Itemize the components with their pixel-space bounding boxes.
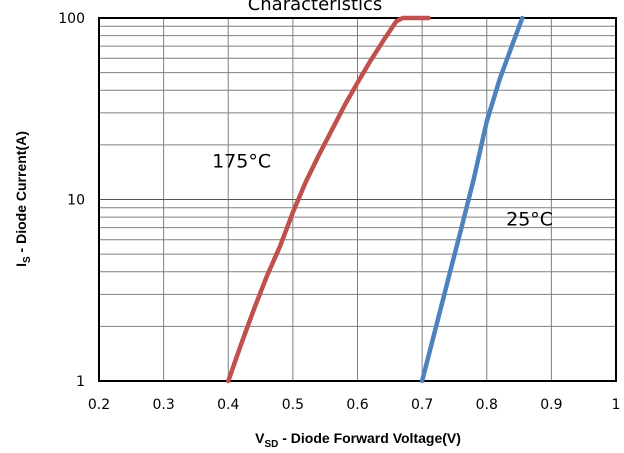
x-tick-label-0: 0.2 (88, 397, 110, 413)
y-tick-label-2: 100 (58, 11, 85, 27)
plot-border (98, 17, 617, 382)
chart-title: Characteristics (248, 0, 383, 15)
x-tick-label-8: 1 (612, 397, 621, 413)
grid (98, 17, 617, 382)
x-tick-label-2: 0.4 (217, 397, 239, 413)
x-tick-label-5: 0.7 (411, 397, 433, 413)
x-tick-label-4: 0.6 (346, 397, 368, 413)
x-tick-label-7: 0.9 (540, 397, 562, 413)
series-label-0: 175°C (212, 151, 271, 173)
x-tick-label-3: 0.5 (282, 397, 304, 413)
tick-labels: 0.2 0.3 0.4 0.5 0.6 0.7 0.8 0.9 1 1 10 100 (58, 11, 620, 413)
series-line-1 (419, 15, 525, 384)
y-tick-label-1: 10 (67, 193, 85, 209)
y-axis-title: IS - Diode Current(A) (13, 131, 33, 267)
y-tick-label-0: 1 (76, 374, 85, 390)
x-axis-title: VSD - Diode Forward Voltage(V) (255, 430, 461, 450)
series-line-0 (226, 15, 431, 384)
x-tick-label-1: 0.3 (152, 397, 174, 413)
annotations: 175°C 25°C (212, 151, 553, 231)
x-tick-label-6: 0.8 (476, 397, 498, 413)
series (226, 15, 525, 384)
series-label-1: 25°C (506, 208, 553, 230)
